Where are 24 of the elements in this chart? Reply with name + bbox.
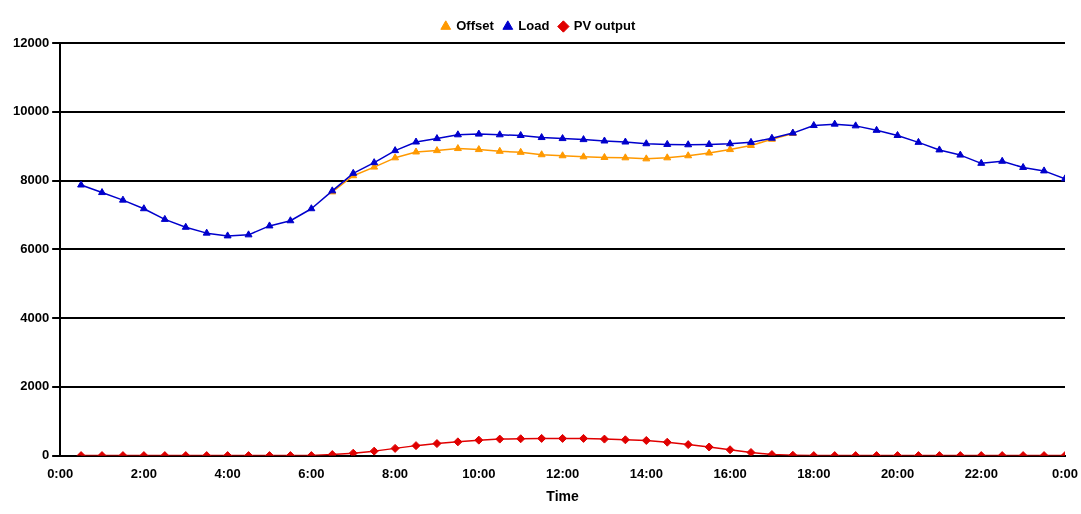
legend-label: Offset [456,18,495,34]
x-tick-label: 8:00 [382,465,409,481]
x-tick-label: 14:00 [629,465,663,481]
x-axis-title: Time [546,488,579,505]
x-tick-label: 6:00 [298,465,325,481]
y-tick-label: 2000 [20,378,50,394]
x-tick-label: 0:00 [1051,465,1079,481]
x-tick-label: 18:00 [797,465,831,481]
x-tick-label: 10:00 [462,465,496,481]
y-tick-label: 4000 [20,309,50,325]
y-tick-label: 6000 [20,240,50,256]
y-tick-label: 10000 [12,103,50,119]
x-tick-label: 4:00 [214,465,241,481]
y-tick-label: 12000 [12,34,50,50]
x-tick-label: 2:00 [130,465,157,481]
legend-label: PV output [573,18,636,34]
y-tick-label: 8000 [20,172,50,188]
x-tick-label: 16:00 [713,465,747,481]
x-tick-label: 22:00 [964,465,998,481]
x-tick-label: 20:00 [880,465,915,481]
x-tick-label: 12:00 [545,465,580,481]
legend-label: Load [518,18,550,34]
y-tick-label: 0 [41,447,50,463]
x-tick-label: 0:00 [47,465,74,481]
